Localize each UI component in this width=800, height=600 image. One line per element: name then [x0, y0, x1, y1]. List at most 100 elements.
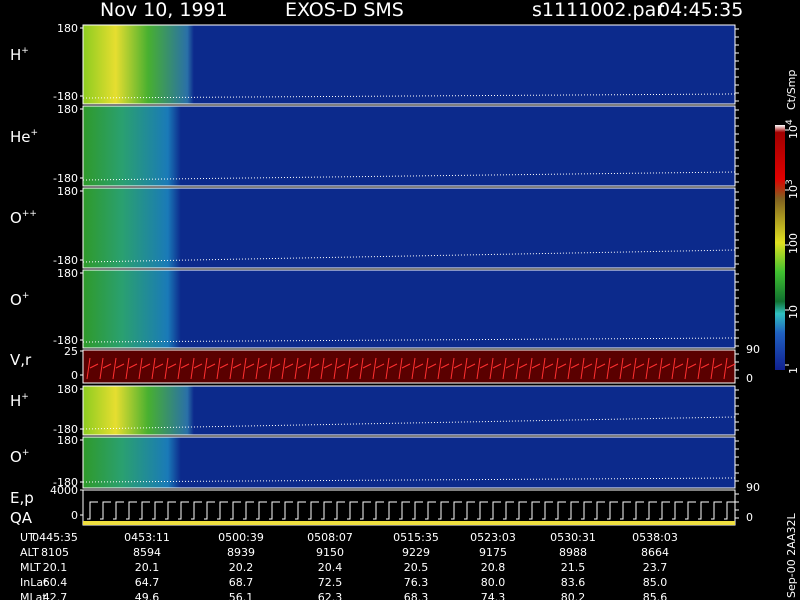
label-text: O — [10, 291, 22, 309]
cell: 9175 — [479, 546, 507, 559]
left-tick-label: 180 — [57, 383, 78, 396]
cell: 0500:39 — [218, 531, 264, 544]
left-tick-label: 180 — [57, 22, 78, 35]
cell: 8105 — [41, 546, 69, 559]
right-tick-label: 0 — [746, 511, 753, 524]
label-text: He — [10, 128, 31, 146]
cell: 85.0 — [643, 576, 668, 589]
left-tick-label: 180 — [57, 267, 78, 280]
cell: 21.5 — [561, 561, 586, 574]
colorbar-tick-label: 104 — [785, 119, 800, 139]
trace — [82, 93, 736, 99]
cell: 20.8 — [481, 561, 506, 574]
colorbar-tick-label: 103 — [785, 179, 800, 199]
row-name: ALT — [20, 546, 39, 559]
cell: 49.6 — [135, 591, 160, 600]
cell: 85.6 — [643, 591, 668, 600]
label-text: E,p — [10, 489, 34, 507]
trace — [87, 501, 735, 520]
left-tick-label: -180 — [53, 254, 78, 267]
file-name: s1111002.par — [532, 0, 664, 21]
left-tick-label: -180 — [53, 334, 78, 347]
colorbar — [775, 125, 785, 370]
label-text: O — [10, 209, 22, 227]
instrument: EXOS-D SMS — [285, 0, 404, 21]
row-name: InLat — [20, 576, 48, 589]
cell: 68.3 — [404, 591, 429, 600]
qa-bar — [83, 521, 735, 525]
panel-label: QA — [10, 509, 33, 527]
left-tick-label: -180 — [53, 423, 78, 436]
label-sup: + — [22, 448, 30, 458]
cell: 0523:03 — [470, 531, 516, 544]
panel-label: He+ — [10, 128, 38, 146]
tick-text: 10 — [787, 125, 800, 139]
cell: 0538:03 — [632, 531, 678, 544]
panel — [82, 187, 736, 269]
panel-label: O+ — [10, 291, 29, 309]
left-tick-label: -180 — [53, 172, 78, 185]
label-text: H — [10, 392, 21, 410]
panel-label: O+ — [10, 448, 29, 466]
panel — [82, 24, 736, 105]
label-sup: ++ — [22, 209, 37, 219]
panel-label: O++ — [10, 209, 37, 227]
cell: 8939 — [227, 546, 255, 559]
label-sup: + — [31, 128, 39, 138]
colorbar-title: Ct/Smp — [785, 70, 798, 110]
panel — [82, 349, 736, 384]
panel-label: E,p — [10, 489, 34, 507]
cell: 8988 — [559, 546, 587, 559]
tick-text: 10 — [787, 185, 800, 199]
panel-label: H+ — [10, 46, 29, 64]
left-tick-label: 180 — [57, 103, 78, 116]
panel — [82, 436, 736, 489]
cell: 8594 — [133, 546, 161, 559]
cell: 9229 — [402, 546, 430, 559]
panel — [82, 269, 736, 349]
cell: 80.2 — [561, 591, 586, 600]
cell: 72.5 — [318, 576, 343, 589]
time: 04:45:35 — [658, 0, 743, 21]
tick-text: 10 — [787, 305, 800, 319]
trace — [82, 337, 736, 343]
cell: 56.1 — [229, 591, 254, 600]
trace — [82, 249, 736, 263]
panel — [82, 105, 736, 187]
cell: 20.1 — [43, 561, 68, 574]
right-tick-label: 0 — [746, 372, 753, 385]
cell: 83.6 — [561, 576, 586, 589]
cell: 62.3 — [318, 591, 343, 600]
panel — [82, 385, 736, 436]
cell: 80.0 — [481, 576, 506, 589]
tick-text: 100 — [787, 233, 800, 254]
colorbar-tick-label: 1 — [787, 367, 800, 374]
left-tick-label: 180 — [57, 185, 78, 198]
cell: 8664 — [641, 546, 669, 559]
left-tick-label: 0 — [71, 369, 78, 382]
tick-sup: 3 — [785, 179, 795, 185]
tick-text: 1 — [787, 367, 800, 374]
cell: 20.5 — [404, 561, 429, 574]
left-tick-label: 180 — [57, 434, 78, 447]
cell: 0515:35 — [393, 531, 439, 544]
cell: 20.1 — [135, 561, 160, 574]
date: Nov 10, 1991 — [100, 0, 228, 21]
left-tick-label: 4000 — [50, 484, 78, 497]
footer-note: Sep-00 2AA32L — [785, 512, 798, 598]
colorbar-tick-label: 100 — [787, 233, 800, 254]
cell: 20.4 — [318, 561, 343, 574]
label-text: H — [10, 46, 21, 64]
row-name: MLT — [20, 561, 41, 574]
left-tick-label: 0 — [71, 509, 78, 522]
cell: 0453:11 — [124, 531, 170, 544]
trace — [82, 171, 736, 181]
label-sup: + — [21, 46, 29, 56]
colorbar-tick-label: 10 — [787, 305, 800, 319]
row-name: UT — [20, 531, 35, 544]
label-text: O — [10, 448, 22, 466]
tick-sup: 4 — [785, 119, 795, 125]
label-text: V,r — [10, 351, 32, 369]
label-sup: + — [21, 392, 29, 402]
